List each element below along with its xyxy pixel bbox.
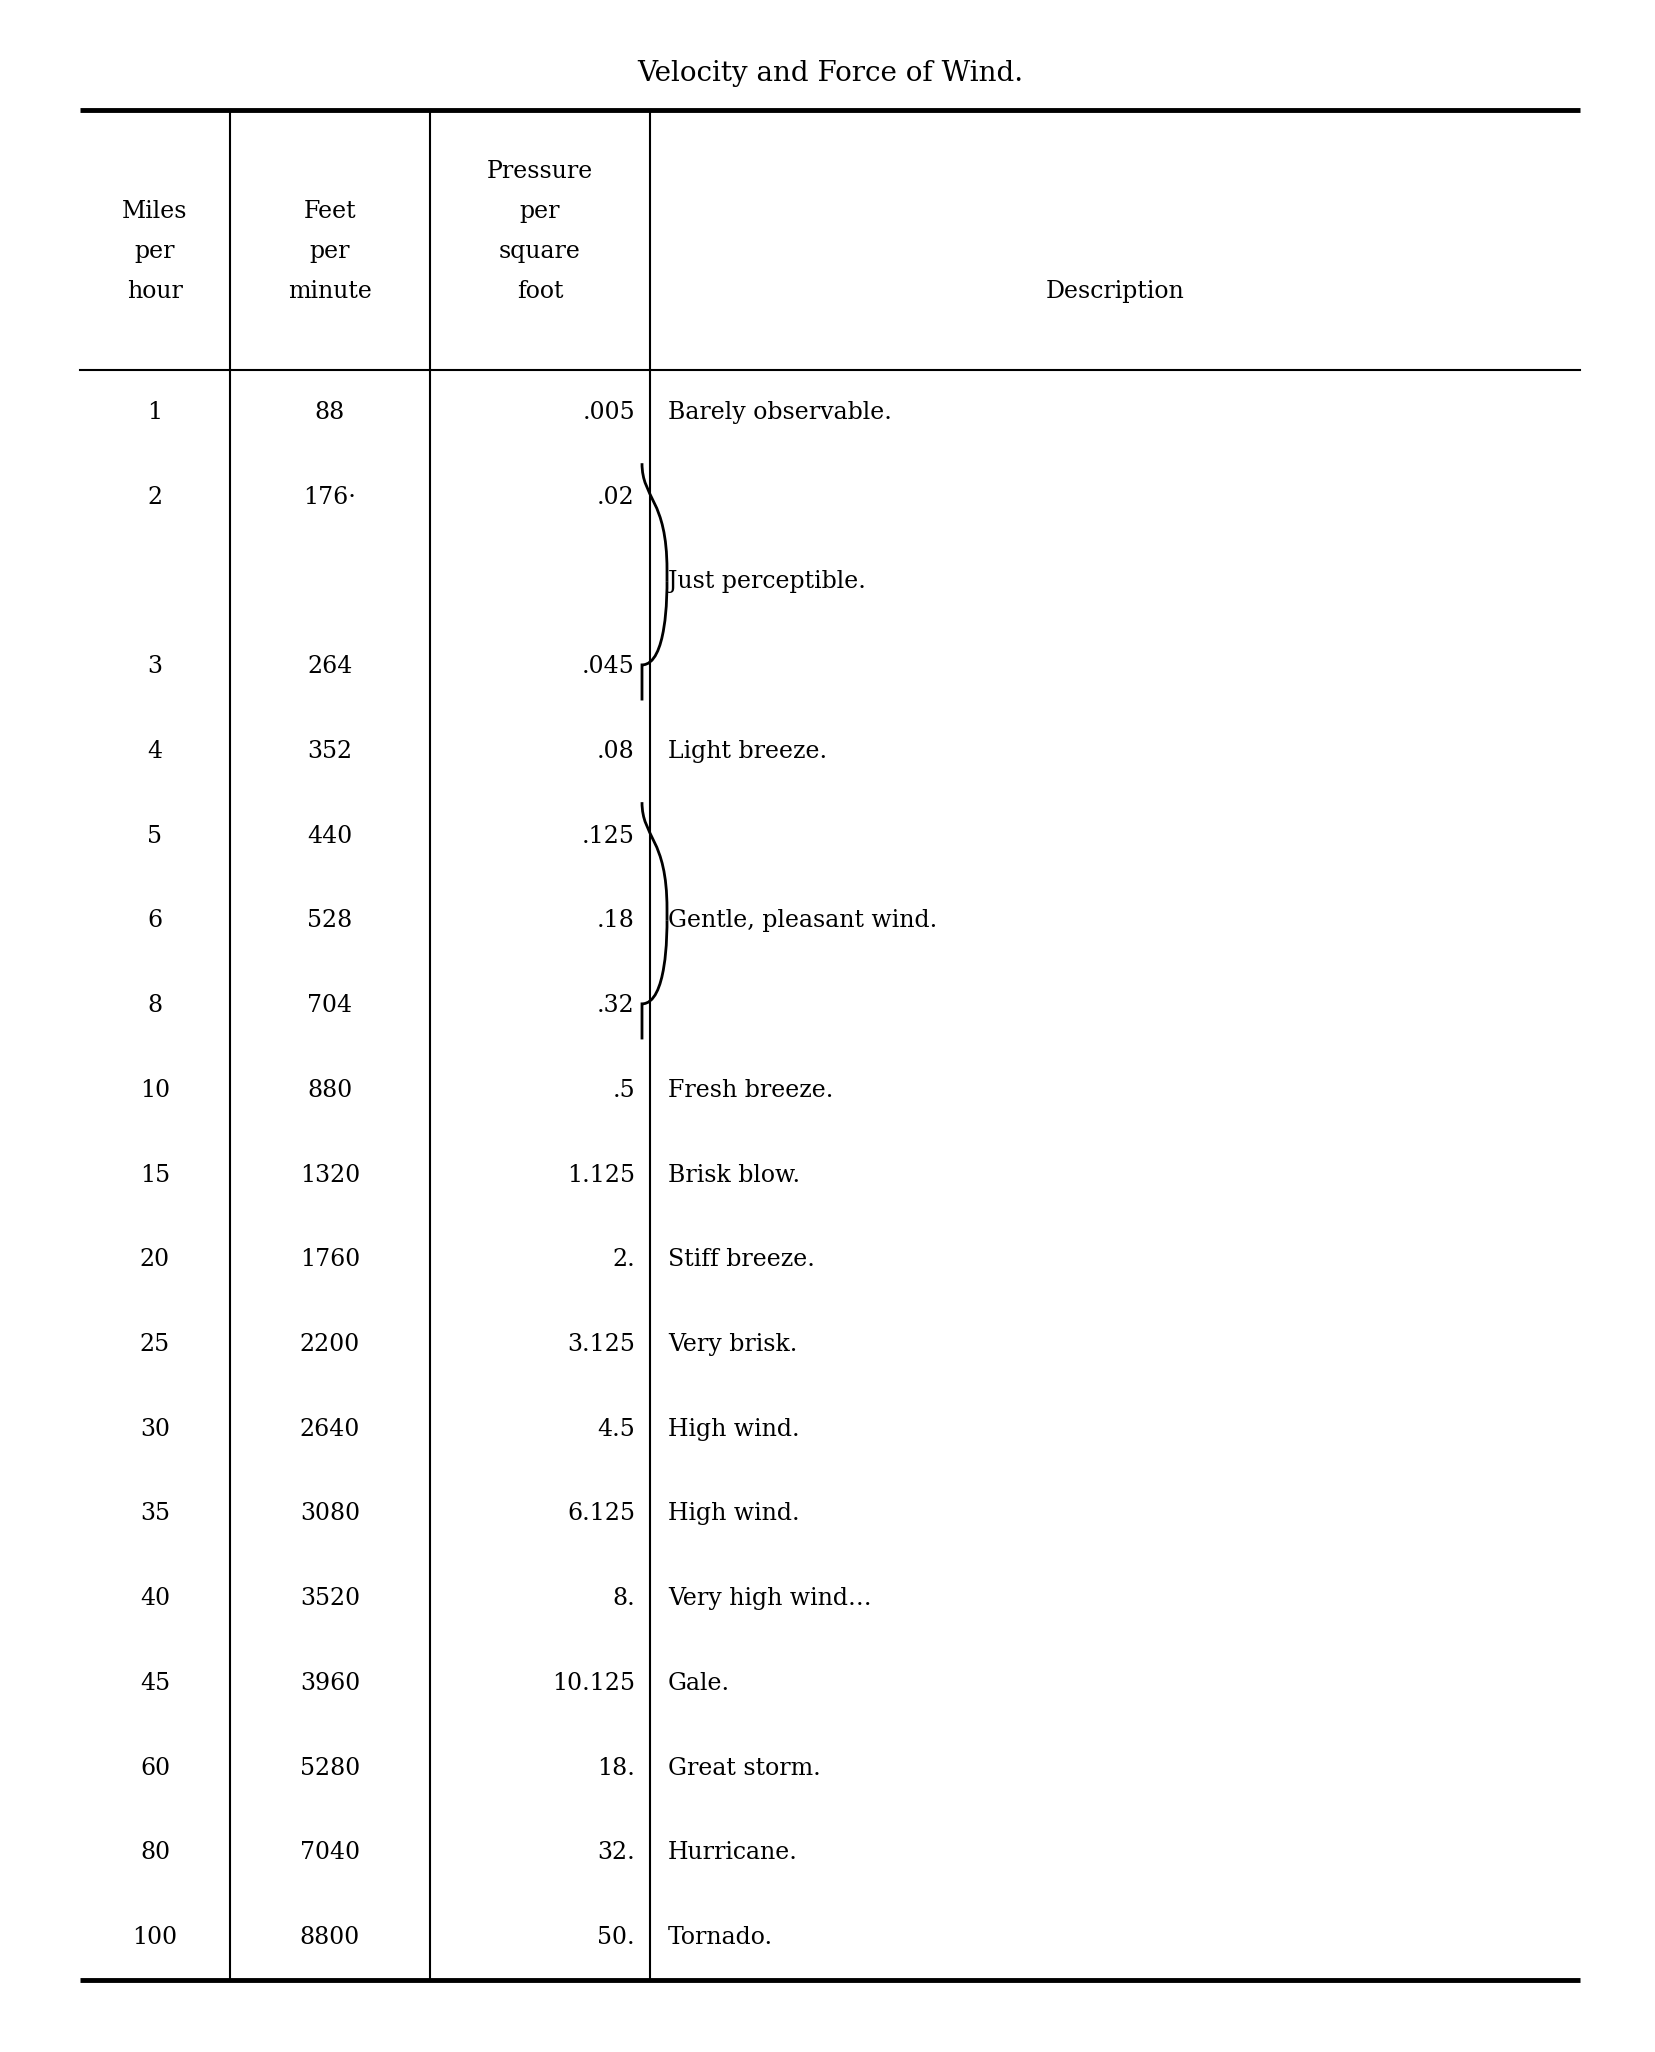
Text: .005: .005	[583, 400, 634, 425]
Text: 100: 100	[132, 1927, 177, 1949]
Text: 704: 704	[308, 993, 353, 1018]
Text: Gentle, pleasant wind.: Gentle, pleasant wind.	[667, 909, 937, 932]
Text: 60: 60	[141, 1757, 170, 1779]
Text: per: per	[309, 240, 351, 263]
Text: 352: 352	[308, 741, 353, 763]
Text: 1.125: 1.125	[566, 1163, 634, 1186]
Text: 3: 3	[147, 655, 162, 677]
Text: .18: .18	[597, 909, 634, 932]
Text: per: per	[134, 240, 175, 263]
Text: 5: 5	[147, 825, 162, 847]
Text: 880: 880	[308, 1079, 353, 1102]
Text: .32: .32	[597, 993, 634, 1018]
Text: Very brisk.: Very brisk.	[667, 1334, 798, 1356]
Text: .125: .125	[583, 825, 634, 847]
Text: 18.: 18.	[597, 1757, 634, 1779]
Text: 3080: 3080	[300, 1502, 359, 1525]
Text: per: per	[520, 199, 559, 224]
Text: Stiff breeze.: Stiff breeze.	[667, 1248, 814, 1272]
Text: 2200: 2200	[300, 1334, 359, 1356]
Text: minute: minute	[288, 279, 372, 304]
Text: Gale.: Gale.	[667, 1672, 730, 1695]
Text: 30: 30	[141, 1418, 170, 1441]
Text: 6: 6	[147, 909, 162, 932]
Text: 2640: 2640	[300, 1418, 361, 1441]
Text: .02: .02	[597, 486, 634, 509]
Text: 88: 88	[314, 400, 344, 425]
Text: Description: Description	[1044, 279, 1183, 304]
Text: Miles: Miles	[122, 199, 187, 224]
Text: Hurricane.: Hurricane.	[667, 1841, 798, 1865]
Text: 1760: 1760	[300, 1248, 359, 1272]
Text: 6.125: 6.125	[566, 1502, 634, 1525]
Text: Velocity and Force of Wind.: Velocity and Force of Wind.	[637, 60, 1023, 86]
Text: .08: .08	[597, 741, 634, 763]
Text: 2.: 2.	[612, 1248, 634, 1272]
Text: 4.5: 4.5	[597, 1418, 634, 1441]
Text: hour: hour	[127, 279, 182, 304]
Text: Feet: Feet	[303, 199, 356, 224]
Text: 40: 40	[141, 1586, 170, 1611]
Text: 20: 20	[141, 1248, 170, 1272]
Text: Brisk blow.: Brisk blow.	[667, 1163, 799, 1186]
Text: Great storm.: Great storm.	[667, 1757, 821, 1779]
Text: 3960: 3960	[300, 1672, 359, 1695]
Text: Light breeze.: Light breeze.	[667, 741, 826, 763]
Text: 8: 8	[147, 993, 162, 1018]
Text: Just perceptible.: Just perceptible.	[667, 570, 866, 593]
Text: 5280: 5280	[300, 1757, 359, 1779]
Text: 528: 528	[308, 909, 353, 932]
Text: 10.125: 10.125	[551, 1672, 634, 1695]
Text: 35: 35	[141, 1502, 170, 1525]
Text: High wind.: High wind.	[667, 1418, 799, 1441]
Text: 80: 80	[141, 1841, 170, 1865]
Text: High wind.: High wind.	[667, 1502, 799, 1525]
Text: Pressure: Pressure	[487, 160, 592, 183]
Text: 7040: 7040	[300, 1841, 359, 1865]
Text: 45: 45	[141, 1672, 170, 1695]
Text: 440: 440	[308, 825, 353, 847]
Text: Very high wind…: Very high wind…	[667, 1586, 871, 1611]
Text: 1: 1	[147, 400, 162, 425]
Text: 8800: 8800	[300, 1927, 359, 1949]
Text: 3.125: 3.125	[566, 1334, 634, 1356]
Text: 8.: 8.	[612, 1586, 634, 1611]
Text: Barely observable.: Barely observable.	[667, 400, 892, 425]
Text: Tornado.: Tornado.	[667, 1927, 773, 1949]
Text: 25: 25	[141, 1334, 170, 1356]
Text: 10: 10	[141, 1079, 170, 1102]
Text: 4: 4	[147, 741, 162, 763]
Text: 2: 2	[147, 486, 162, 509]
Text: .5: .5	[612, 1079, 634, 1102]
Text: .045: .045	[583, 655, 634, 677]
Text: 176·: 176·	[303, 486, 356, 509]
Text: 264: 264	[308, 655, 353, 677]
Text: 15: 15	[141, 1163, 170, 1186]
Text: Fresh breeze.: Fresh breeze.	[667, 1079, 832, 1102]
Text: 3520: 3520	[300, 1586, 359, 1611]
Text: 50.: 50.	[597, 1927, 634, 1949]
Text: 32.: 32.	[597, 1841, 634, 1865]
Text: square: square	[498, 240, 581, 263]
Text: 1320: 1320	[300, 1163, 359, 1186]
Text: foot: foot	[516, 279, 563, 304]
